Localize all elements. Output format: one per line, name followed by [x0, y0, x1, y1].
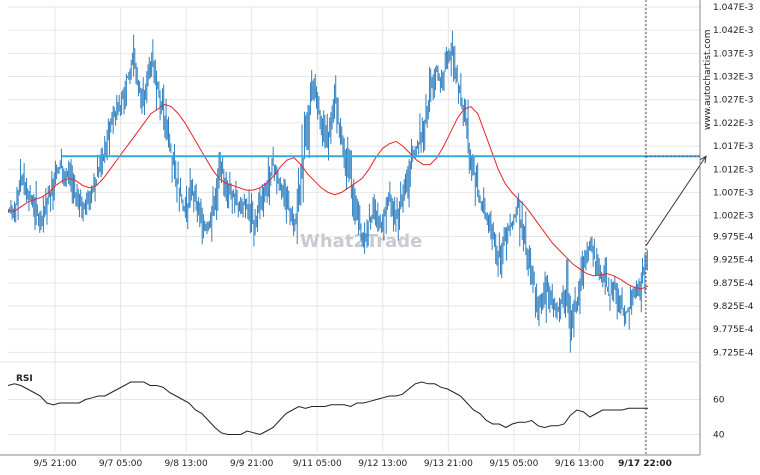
x-tick-label: 9/15 05:00 [489, 459, 538, 469]
moving-average-layer [8, 103, 649, 290]
y-tick-label: 1.017E-3 [713, 142, 753, 152]
y-tick-label: 1.042E-3 [713, 26, 753, 36]
projection-arrow-head [699, 155, 707, 164]
y-tick-label: 9.925E-4 [713, 256, 754, 266]
x-tick-label: 9/9 21:00 [230, 459, 274, 469]
y-tick-label: 1.022E-3 [713, 119, 753, 129]
overlays-layer [62, 0, 707, 455]
rsi-title: RSI [16, 374, 33, 384]
y-tick-label: 1.032E-3 [713, 73, 753, 83]
y-tick-label: 1.027E-3 [713, 96, 753, 106]
x-tick-label: 9/17 22:00 [618, 459, 672, 469]
x-tick-label: 9/11 05:00 [293, 459, 342, 469]
y-tick-label: 1.047E-3 [713, 3, 753, 13]
axes-layer: 1.047E-3 1.042E-3 1.037E-3 1.032E-3 1.027E-3… [0, 0, 754, 469]
y-tick-label: 9.725E-4 [713, 348, 754, 358]
watermark-text: What2Trade [300, 231, 422, 252]
y-tick-label: 9.775E-4 [713, 325, 754, 335]
x-tick-label: 9/13 21:00 [424, 459, 473, 469]
rsi-tick-label: 60 [713, 396, 725, 406]
moving-average-line [8, 103, 649, 290]
autochartist-site-text: www.autochartist.com [703, 29, 713, 130]
x-tick-label: 9/8 13:00 [164, 459, 208, 469]
y-tick-label: 9.975E-4 [713, 232, 754, 242]
y-tick-label: 1.007E-3 [713, 188, 753, 198]
rsi-line [7, 381, 648, 436]
x-tick-label: 9/5 21:00 [33, 459, 77, 469]
x-tick-label: 9/7 05:00 [99, 459, 143, 469]
y-tick-label: 1.037E-3 [713, 49, 753, 59]
rsi-panel [7, 381, 648, 436]
x-tick-label: 9/12 13:00 [358, 459, 407, 469]
rsi-tick-label: 40 [713, 431, 725, 441]
y-tick-label: 1.012E-3 [713, 165, 753, 175]
candles-layer [8, 30, 648, 353]
chart-grid [8, 6, 700, 452]
y-tick-label: 1.002E-3 [713, 212, 753, 222]
y-tick-label: 9.825E-4 [713, 302, 754, 312]
x-tick-label: 9/16 13:00 [555, 459, 604, 469]
projection-arrow [645, 155, 707, 247]
y-tick-label: 9.875E-4 [713, 279, 754, 289]
